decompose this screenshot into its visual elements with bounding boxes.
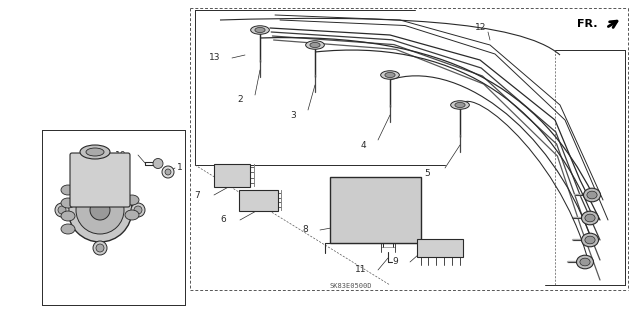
Circle shape [162,166,174,178]
Circle shape [58,206,66,214]
Text: 4: 4 [360,140,366,150]
Text: 3: 3 [291,110,296,120]
Ellipse shape [385,72,395,78]
Circle shape [96,168,104,176]
Text: 7: 7 [195,190,200,199]
Ellipse shape [381,71,399,79]
Ellipse shape [251,26,269,34]
Ellipse shape [577,255,593,269]
Text: 8: 8 [302,226,308,234]
Ellipse shape [61,211,75,221]
Ellipse shape [80,145,110,159]
Text: FR.: FR. [577,19,598,29]
Ellipse shape [455,102,465,108]
Ellipse shape [255,27,265,33]
Text: 2: 2 [237,95,243,105]
Circle shape [93,241,107,255]
Ellipse shape [125,210,139,220]
Ellipse shape [587,191,597,199]
Circle shape [76,186,124,234]
Ellipse shape [585,236,595,244]
Ellipse shape [310,42,320,48]
Circle shape [134,206,142,214]
Ellipse shape [451,101,469,109]
Ellipse shape [584,188,600,202]
Text: 9: 9 [392,257,398,266]
Text: 1: 1 [177,164,183,173]
Ellipse shape [582,233,598,247]
Text: 10: 10 [115,151,126,160]
Ellipse shape [125,195,139,205]
Ellipse shape [61,224,75,234]
Ellipse shape [306,41,324,49]
Circle shape [131,203,145,217]
Ellipse shape [580,258,590,266]
Text: 5: 5 [424,168,430,177]
Circle shape [153,159,163,168]
Ellipse shape [582,211,598,225]
Circle shape [68,178,132,242]
Circle shape [96,244,104,252]
Ellipse shape [61,185,75,195]
Ellipse shape [585,214,595,222]
Circle shape [165,169,171,175]
Circle shape [93,165,107,179]
FancyBboxPatch shape [70,153,130,207]
FancyBboxPatch shape [330,177,420,243]
Text: 13: 13 [209,54,220,63]
Circle shape [55,203,69,217]
Ellipse shape [86,148,104,156]
Text: 6: 6 [220,216,226,225]
FancyBboxPatch shape [214,164,250,187]
Circle shape [90,200,110,220]
Text: 11: 11 [355,265,366,275]
FancyBboxPatch shape [417,239,463,257]
FancyBboxPatch shape [239,189,278,211]
Ellipse shape [61,198,75,208]
Text: SK83E0500D: SK83E0500D [330,283,372,289]
Text: 12: 12 [475,24,486,33]
